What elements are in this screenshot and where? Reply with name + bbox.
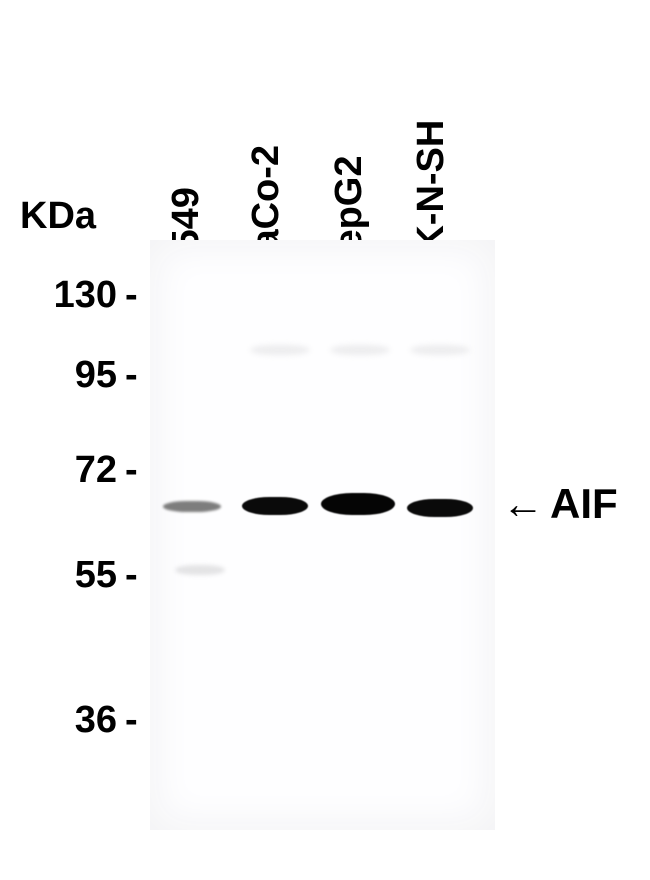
mw-tick-55: - (125, 554, 138, 597)
faint-mark-0 (175, 565, 225, 575)
band-lane-3 (407, 499, 473, 517)
target-arrow-icon: ← (502, 480, 544, 528)
mw-label-72: 72 (0, 449, 117, 492)
faint-mark-2 (330, 345, 390, 355)
target-protein-label: AIF (550, 480, 618, 528)
mw-label-95: 95 (0, 354, 117, 397)
band-lane-1 (242, 497, 308, 515)
faint-mark-3 (410, 345, 470, 355)
mw-tick-130: - (125, 274, 138, 317)
western-blot-figure: KDa A549CaCo-2HepG2SK-N-SH 130-95-72-55-… (0, 0, 650, 880)
axis-unit-label: KDa (20, 195, 96, 238)
mw-label-36: 36 (0, 699, 117, 742)
blot-panel (150, 240, 495, 830)
band-lane-2 (321, 493, 395, 515)
band-lane-0 (163, 501, 221, 512)
mw-tick-95: - (125, 354, 138, 397)
faint-mark-1 (250, 345, 310, 355)
mw-tick-72: - (125, 449, 138, 492)
mw-tick-36: - (125, 699, 138, 742)
mw-label-55: 55 (0, 554, 117, 597)
mw-label-130: 130 (0, 274, 117, 317)
